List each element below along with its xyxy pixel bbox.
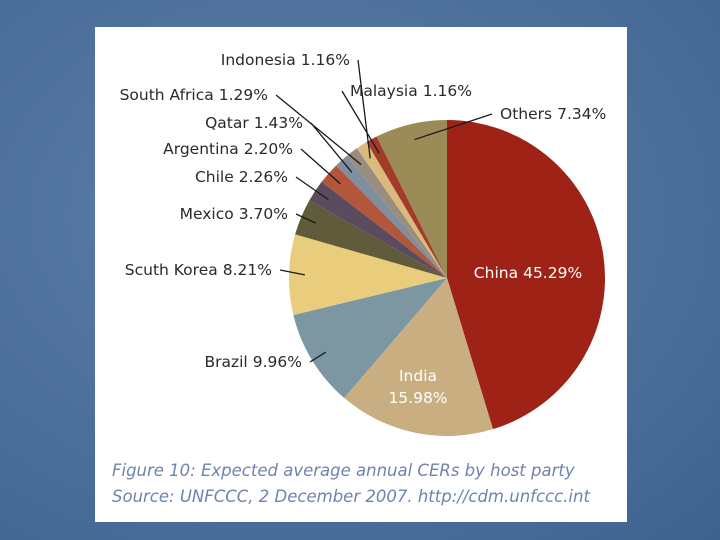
category-name: Chile <box>195 168 234 186</box>
slice <box>356 142 447 278</box>
caption: Figure 10: Expected average annual CERs … <box>112 461 575 480</box>
slice-label: Mexico 3.70% <box>180 205 288 223</box>
slice-label: Malaysia 1.16% <box>350 82 472 100</box>
value-label: 45.29% <box>523 264 582 282</box>
leader-line <box>341 90 380 154</box>
leader-line <box>279 269 305 276</box>
leader-line <box>310 122 353 173</box>
slice-label: China 45.29% <box>474 264 582 282</box>
labels: China 45.29% India 15.98% Brazil 9.96% Scuth K… <box>120 51 607 407</box>
category-name: Malaysia <box>350 82 418 100</box>
category-name: Mexico <box>180 205 234 223</box>
category-name: China <box>474 264 518 282</box>
leader-line <box>295 176 329 201</box>
value-label: 15.98% <box>388 389 447 407</box>
slice-label: Qatar 1.43% <box>205 114 303 132</box>
slice-label: India 15.98% <box>388 367 447 407</box>
slice-label: Brazil 9.96% <box>204 353 302 371</box>
value-label: 1.29% <box>219 86 268 104</box>
leader-line <box>300 148 341 185</box>
slice-label: Indonesia 1.16% <box>221 51 350 69</box>
value-label: 8.21% <box>223 261 272 279</box>
slice <box>336 155 447 278</box>
leader-line <box>275 94 362 166</box>
leader-line <box>309 351 327 363</box>
slice <box>309 181 447 278</box>
slice <box>289 234 447 315</box>
value-label: 1.16% <box>423 82 472 100</box>
value-label: 2.26% <box>239 168 288 186</box>
slice <box>295 200 447 278</box>
category-name: India <box>399 367 437 385</box>
leader-line <box>357 59 371 159</box>
slice-label: Scuth Korea 8.21% <box>125 261 272 279</box>
value-label: 7.34% <box>557 105 606 123</box>
slice <box>321 165 447 278</box>
watermark: Tanure Youth School IPE 2009. <box>269 511 451 525</box>
pie <box>289 120 605 436</box>
slice <box>376 120 447 278</box>
slice-label: South Africa 1.29% <box>120 86 268 104</box>
slice <box>293 278 447 398</box>
value-label: 9.96% <box>253 353 302 371</box>
value-label: 2.20% <box>244 140 293 158</box>
value-label: 1.16% <box>301 51 350 69</box>
slice-label: Others 7.34% <box>500 105 606 123</box>
category-name: Indonesia <box>221 51 296 69</box>
slice <box>346 148 447 278</box>
leader-line <box>414 113 493 141</box>
slice-label: Argentina 2.20% <box>163 140 293 158</box>
category-name: Others <box>500 105 552 123</box>
category-name: Brazil <box>204 353 247 371</box>
category-name: South Africa <box>120 86 214 104</box>
value-label: 3.70% <box>239 205 288 223</box>
source: Source: UNFCCC, 2 December 2007. http://… <box>112 487 590 506</box>
category-name: Qatar <box>205 114 249 132</box>
slice <box>447 120 605 430</box>
slice <box>344 278 493 436</box>
category-name: Scuth Korea <box>125 261 218 279</box>
category-name: Argentina <box>163 140 239 158</box>
leader-line <box>295 213 317 224</box>
slice <box>366 136 447 278</box>
value-label: 1.43% <box>254 114 303 132</box>
slice-label: Chile 2.26% <box>195 168 288 186</box>
